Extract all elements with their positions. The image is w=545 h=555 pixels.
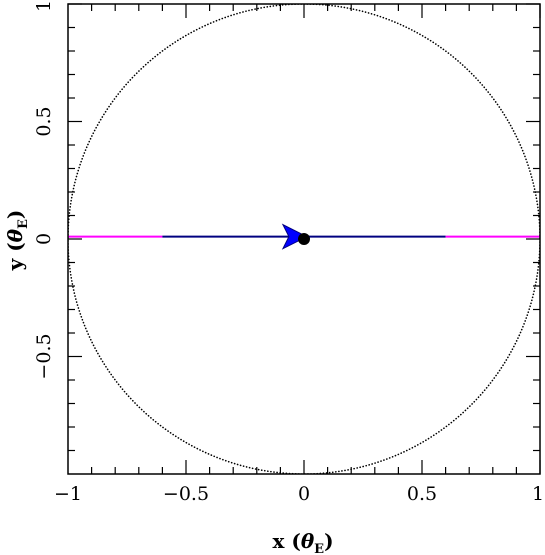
x-tick-label: −0.5 [163,483,209,505]
y-tick-labels: −0.5 0 0.5 1 [33,0,55,380]
lens-point [298,233,310,245]
y-tick-label: 0 [33,233,55,245]
x-tick-labels: −1 −0.5 0 0.5 1 [54,483,544,505]
y-axis-label: y (θE) [3,210,31,272]
marker-layer [281,223,310,250]
y-tick-label: −0.5 [33,333,55,379]
x-tick-label: 1 [532,483,544,505]
x-tick-label: 0 [298,483,310,505]
x-tick-label: −1 [54,483,82,505]
tick-layer [68,3,541,474]
direction-arrow-icon [281,223,309,250]
x-tick-label: 0.5 [407,483,437,505]
y-tick-label: 1 [33,0,55,12]
x-axis-label: x (θE) [272,529,333,555]
y-tick-label: 0.5 [33,106,55,136]
